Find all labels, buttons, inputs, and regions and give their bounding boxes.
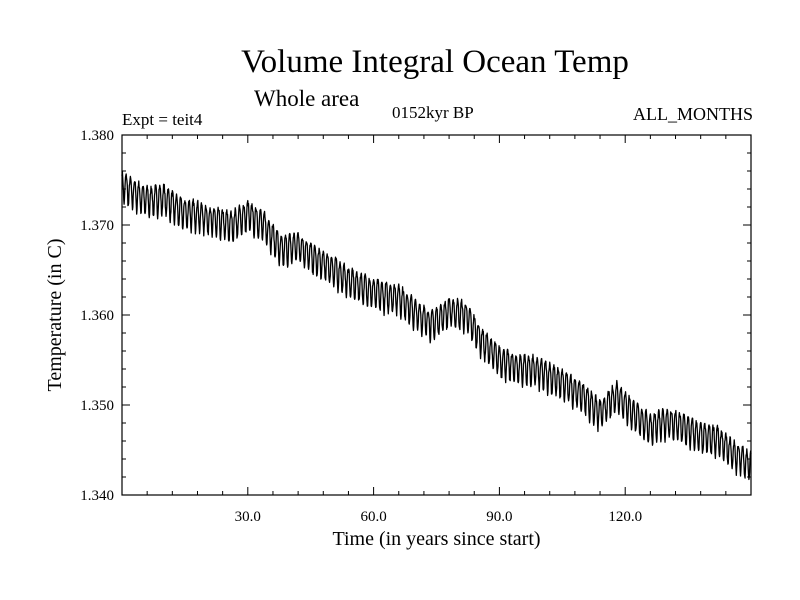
y-tick-label: 1.380 <box>80 128 114 144</box>
x-tick-label: 90.0 <box>486 509 512 525</box>
months-label: ALL_MONTHS <box>633 104 753 124</box>
chart-subtitle: Whole area <box>254 86 360 111</box>
x-axis-label: Time (in years since start) <box>332 528 540 550</box>
x-tick-label: 30.0 <box>235 509 261 525</box>
axis-ticks <box>122 135 751 495</box>
axis-tick-labels: 30.0 60.0 90.0 120.0 1.340 1.350 1.360 1.370 1.3… <box>80 128 642 525</box>
x-tick-label: 120.0 <box>608 509 642 525</box>
experiment-label: Expt = teit4 <box>122 110 203 129</box>
y-tick-label: 1.350 <box>80 398 114 414</box>
x-tick-label: 60.0 <box>360 509 386 525</box>
y-tick-label: 1.340 <box>80 488 114 504</box>
series-line <box>121 170 752 481</box>
y-axis-label: Temperature (in C) <box>44 239 66 392</box>
y-tick-label: 1.360 <box>80 308 114 324</box>
period-label: 0152kyr BP <box>392 103 474 122</box>
chart-title: Volume Integral Ocean Temp <box>241 44 629 80</box>
y-tick-label: 1.370 <box>80 218 114 234</box>
